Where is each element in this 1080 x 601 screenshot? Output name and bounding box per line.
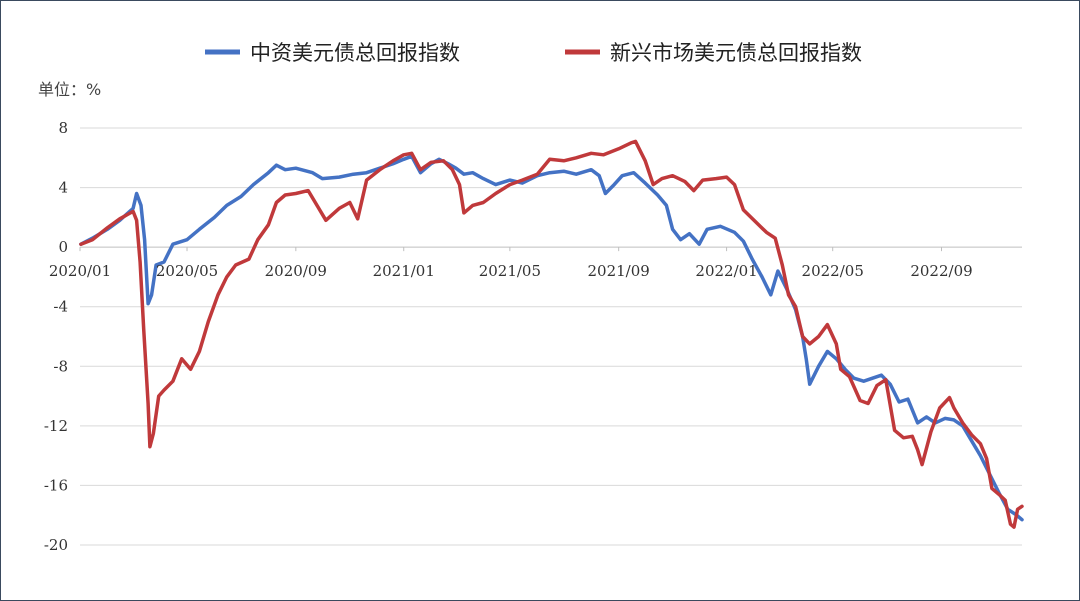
series-line-1 bbox=[79, 139, 1024, 529]
unit-label: 单位：% bbox=[38, 80, 101, 99]
series-line-0 bbox=[79, 154, 1024, 522]
y-tick-label: -20 bbox=[44, 536, 68, 554]
x-tick-label: 2021/09 bbox=[588, 262, 650, 280]
legend-label-series-0: 中资美元债总回报指数 bbox=[250, 41, 460, 65]
y-tick-label: 0 bbox=[58, 238, 68, 256]
legend: 中资美元债总回报指数 新兴市场美元债总回报指数 bbox=[205, 41, 862, 65]
x-tick-label: 2021/05 bbox=[479, 262, 541, 280]
x-tick-label: 2022/01 bbox=[695, 262, 757, 280]
y-tick-label: -4 bbox=[53, 298, 68, 316]
series-layer bbox=[79, 139, 1024, 529]
x-tick-label: 2022/09 bbox=[910, 262, 972, 280]
y-tick-label: 8 bbox=[58, 119, 68, 137]
y-tick-label: -16 bbox=[44, 476, 68, 494]
grid-layer bbox=[80, 127, 1022, 546]
x-tick-label: 2022/05 bbox=[802, 262, 864, 280]
x-tick-label: 2021/01 bbox=[373, 262, 435, 280]
x-tick-label: 2020/01 bbox=[49, 262, 111, 280]
y-tick-label: -8 bbox=[53, 357, 68, 375]
x-tick-label: 2020/09 bbox=[265, 262, 327, 280]
y-tick-label: -12 bbox=[44, 417, 68, 435]
x-axis-ticks: 2020/01 2020/05 2020/09 2021/01 2021/05 2021/… bbox=[49, 247, 973, 280]
legend-label-series-1: 新兴市场美元债总回报指数 bbox=[610, 41, 862, 65]
x-tick-label: 2020/05 bbox=[156, 262, 218, 280]
y-axis-ticks: 8 4 0 -4 -8 -12 -16 -20 bbox=[44, 119, 68, 554]
y-tick-label: 4 bbox=[58, 179, 68, 197]
